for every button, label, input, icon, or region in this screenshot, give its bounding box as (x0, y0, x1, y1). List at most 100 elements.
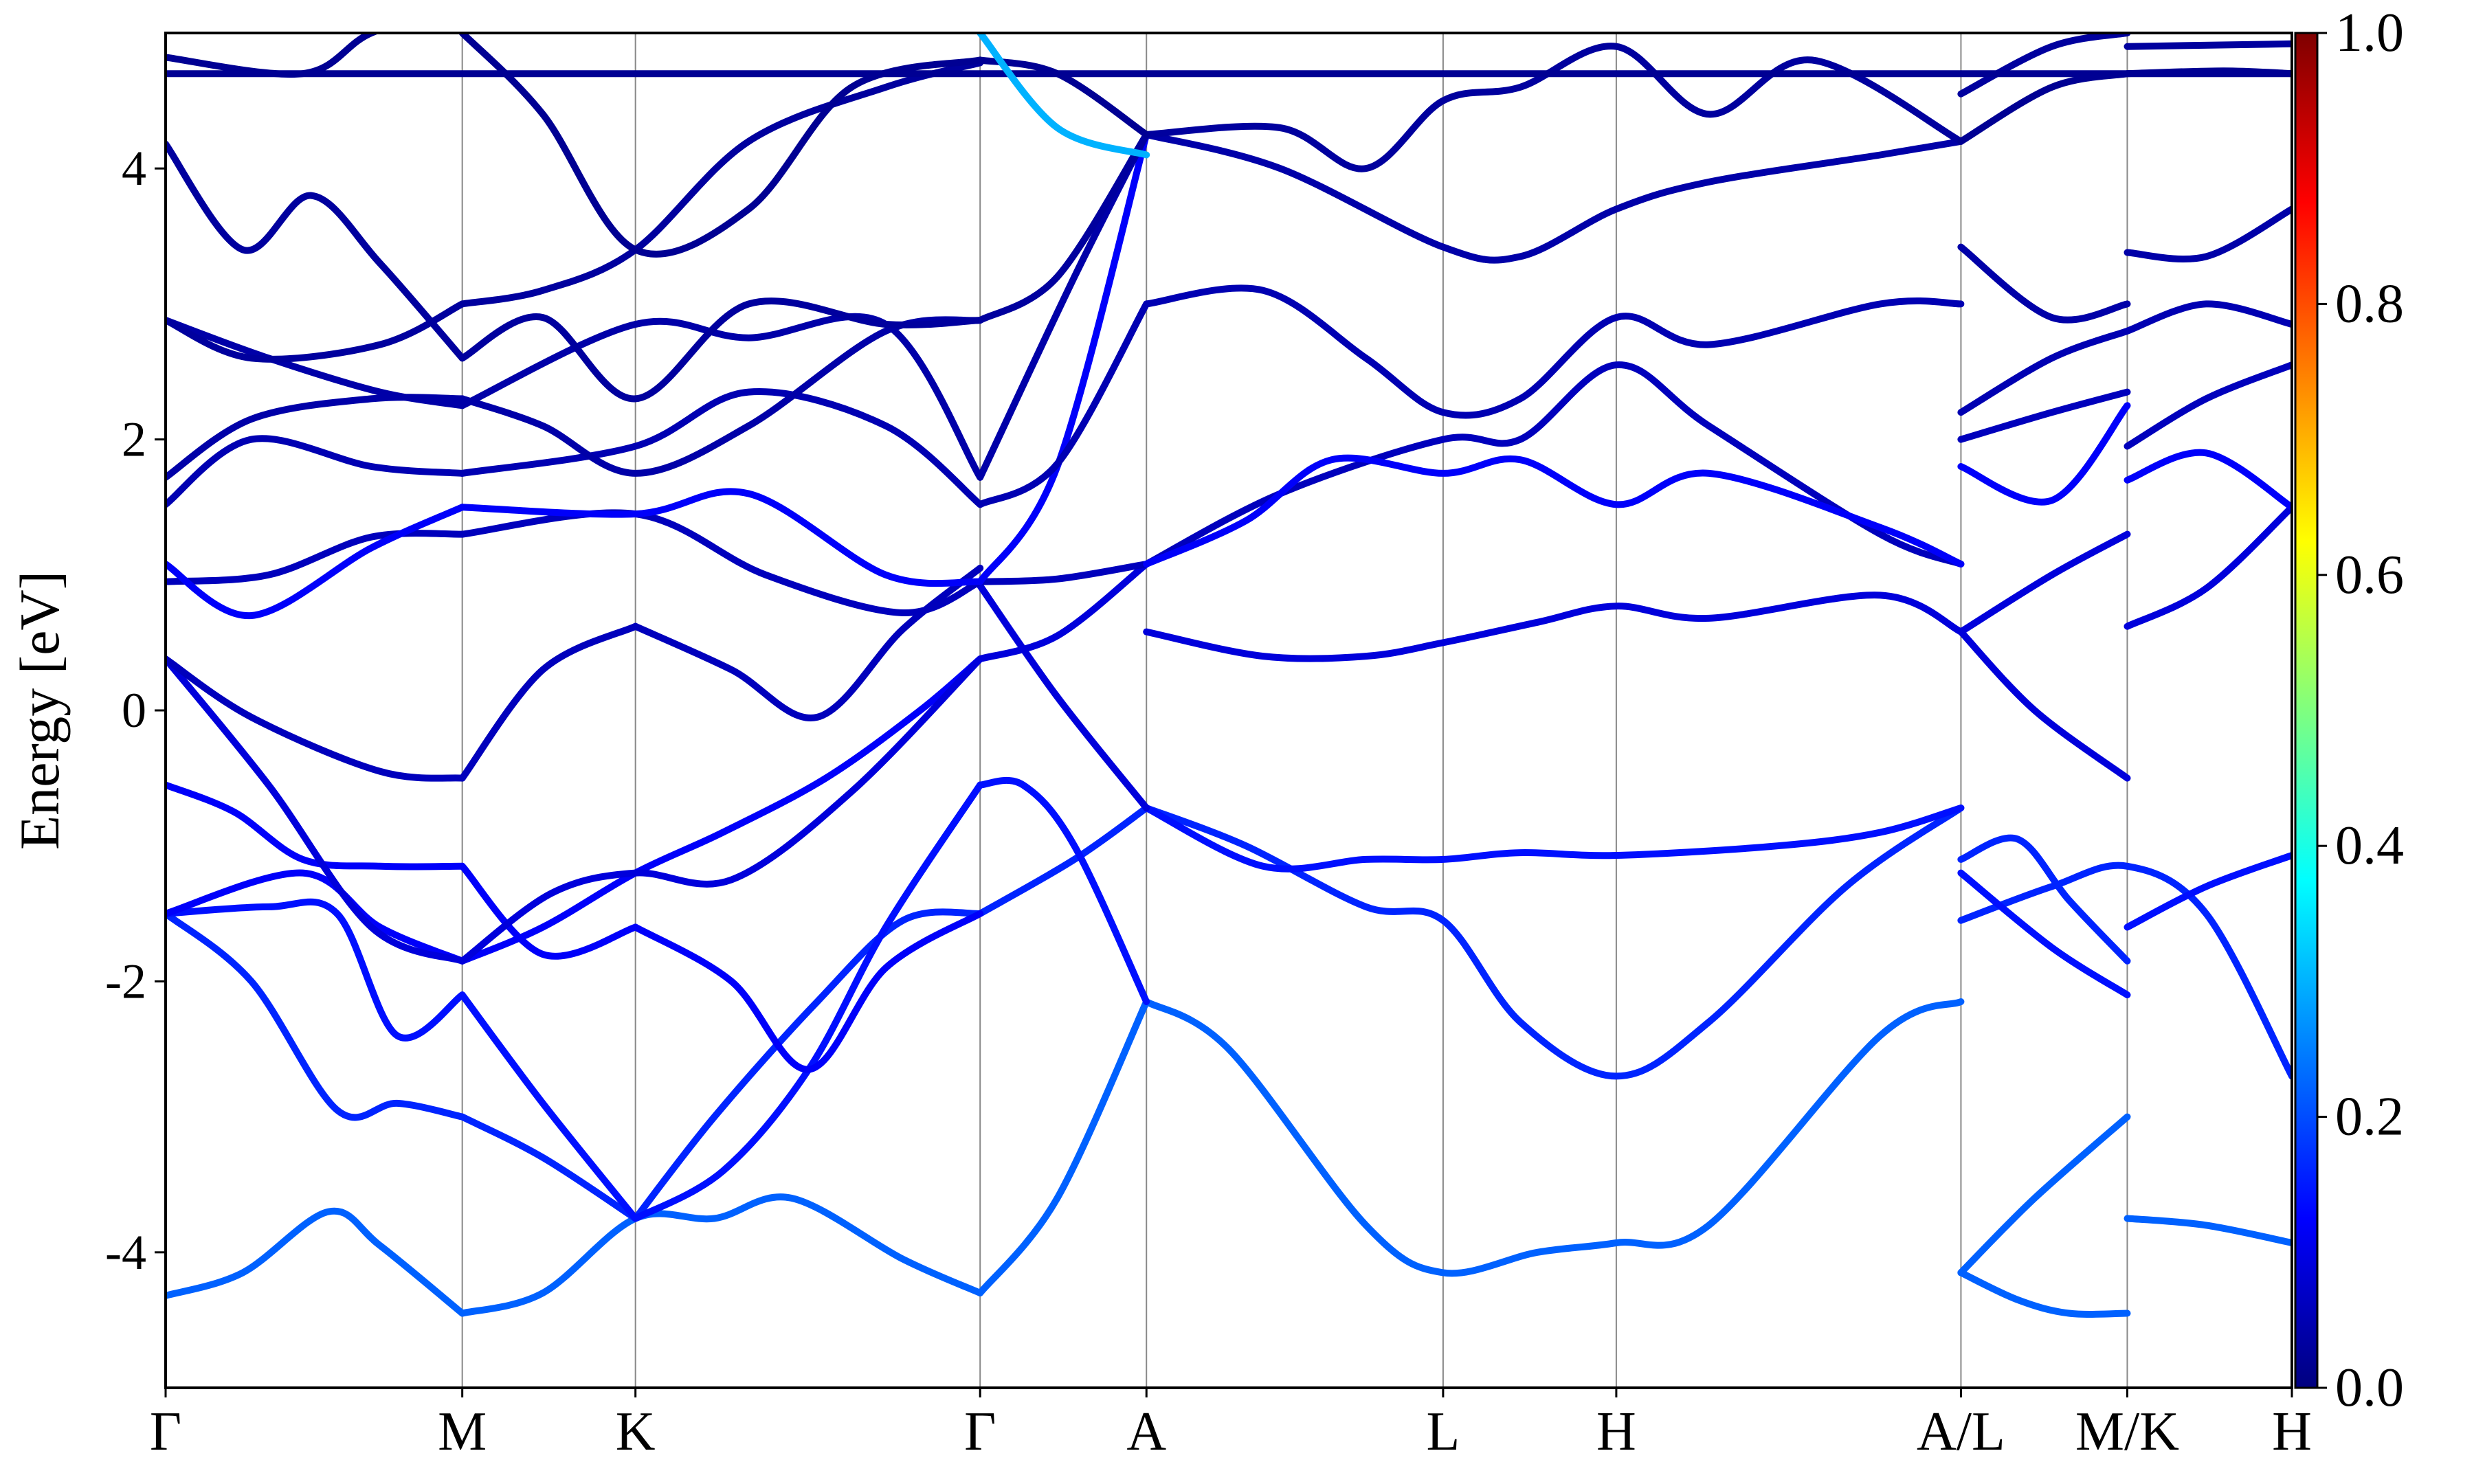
band-4-segment-3 (977, 582, 1150, 811)
band-4-segment-5 (1957, 628, 2131, 782)
colorbar-ticks: 0.0 0.2 0.4 0.6 0.8 1.0 (2317, 3, 2404, 1418)
band-1-segment-1 (458, 1113, 639, 1222)
x-tick-label-5: L (1426, 1402, 1460, 1462)
colorbar-tick-label-2: 0.4 (2335, 816, 2404, 876)
band-6-segment-3 (1143, 454, 1965, 567)
band-10-segment-2 (458, 33, 984, 258)
x-tick-label-0: Γ (150, 1402, 181, 1462)
y-tick-label-4: 4 (122, 141, 146, 196)
band-9-segment-7 (2124, 40, 2292, 50)
band-3-segment-4 (458, 655, 984, 965)
band-2-segment-3 (977, 776, 1150, 1005)
x-tick-label-9: H (2272, 1402, 2312, 1462)
band-10-segment-4 (1957, 70, 2131, 145)
x-axis-ticks: Γ M K Γ A L H A/L M/K H (150, 1388, 2312, 1462)
y-tick-label-3: 2 (122, 412, 146, 467)
x-tick-label-4: A (1126, 1402, 1166, 1462)
band-5-segment-6 (1143, 361, 1965, 567)
x-tick-label-2: K (616, 1402, 656, 1462)
band-4-segment-7 (2124, 504, 2292, 630)
band-8-segment-2 (166, 317, 466, 409)
band-6-segment-5 (2124, 449, 2292, 511)
band-5-segment-1 (458, 622, 639, 782)
band-6-segment-2 (977, 131, 1150, 585)
band-7-segment-4 (1957, 327, 2131, 416)
band-10-segment-1 (166, 33, 381, 78)
band-9-segment-2 (166, 140, 466, 362)
band-5-segment-0 (166, 655, 466, 782)
band-7-segment-3 (1143, 284, 1965, 419)
band-4-segment-6 (1957, 530, 2131, 636)
band-4-segment-2 (977, 561, 1150, 663)
y-axis-ticks: -4 -2 0 2 4 (105, 141, 166, 1280)
band-6-segment-0 (166, 504, 466, 620)
band-2-segment-2 (632, 781, 984, 1222)
x-tick-label-7: A/L (1917, 1402, 2005, 1462)
band-9-segment-3 (458, 297, 984, 403)
band-5-segment-8 (2124, 361, 2292, 450)
band-0-segment-2 (977, 998, 1150, 1296)
plot-frame (164, 32, 2293, 1389)
band-2-segment-1 (458, 991, 639, 1222)
band-0-segment-0 (166, 1207, 466, 1317)
band-7-segment-2 (977, 300, 1150, 508)
band-5-segment-7 (1957, 388, 2131, 443)
y-axis-label: Energy [eV] (8, 571, 71, 850)
x-tick-label-3: Γ (964, 1402, 996, 1462)
x-tick-label-8: M/K (2075, 1402, 2179, 1462)
band-9-segment-0 (166, 300, 466, 363)
band-3-segment-2 (632, 910, 984, 1073)
band-1-segment-2 (632, 908, 984, 1222)
band-0-segment-1 (458, 1193, 984, 1317)
band-2-segment-5 (1957, 869, 2131, 999)
band-8-segment-4 (977, 131, 1150, 481)
band-8-segment-3 (458, 313, 984, 481)
band-lines (166, 33, 2292, 1318)
band-1-segment-3 (977, 805, 1150, 917)
band-10-segment-5 (2124, 67, 2292, 78)
high-symmetry-gridlines (165, 33, 2293, 1388)
colorbar (2294, 32, 2319, 1389)
band-5-segment-4 (458, 509, 984, 617)
band-4-segment-1 (458, 655, 984, 965)
band-7-segment-5 (2124, 300, 2292, 335)
band-2-segment-4 (1143, 805, 1965, 873)
colorbar-tick-label-5: 1.0 (2335, 3, 2404, 63)
band-1-segment-0 (166, 910, 466, 1121)
band-11-segment-0 (977, 33, 1150, 159)
colorbar-tick-label-4: 0.8 (2335, 273, 2404, 334)
band-9-segment-5 (1143, 43, 1965, 172)
band-6-segment-1 (458, 488, 984, 587)
band-2-segment-6 (2124, 852, 2292, 931)
y-tick-label-1: -2 (105, 954, 146, 1009)
band-9-segment-6 (1957, 33, 2131, 98)
y-tick-label-2: 0 (122, 683, 146, 738)
x-tick-label-1: M (438, 1402, 487, 1462)
colorbar-tick-label-1: 0.2 (2335, 1087, 2404, 1147)
band-5-segment-5 (977, 561, 1150, 585)
band-8-segment-7 (2124, 205, 2292, 263)
band-8-segment-5 (1143, 131, 1965, 264)
band-0-segment-6 (2124, 1215, 2292, 1246)
band-6-segment-4 (1957, 402, 2131, 506)
band-0-segment-3 (1143, 998, 1965, 1277)
band-4-segment-4 (1143, 592, 1965, 662)
band-4-segment-0 (166, 655, 466, 965)
band-5-segment-3 (166, 530, 466, 585)
band-1-segment-4 (1143, 805, 1965, 1080)
band-1-segment-5 (1957, 834, 2131, 965)
band-7-segment-1 (458, 388, 984, 508)
x-tick-label-6: H (1596, 1402, 1636, 1462)
band-1-segment-6 (1957, 862, 2292, 1080)
y-tick-label-0: -4 (105, 1225, 146, 1280)
band-0-segment-4 (1957, 1269, 2131, 1318)
band-0-segment-5 (1957, 1113, 2131, 1277)
band-2-segment-0 (166, 898, 466, 1042)
band-8-segment-6 (1957, 243, 2131, 324)
band-9-segment-4 (977, 131, 1150, 324)
colorbar-tick-label-3: 0.6 (2335, 545, 2404, 605)
band-3-segment-0 (166, 781, 466, 870)
band-3-segment-1 (458, 862, 639, 960)
band-7-segment-0 (166, 435, 466, 508)
